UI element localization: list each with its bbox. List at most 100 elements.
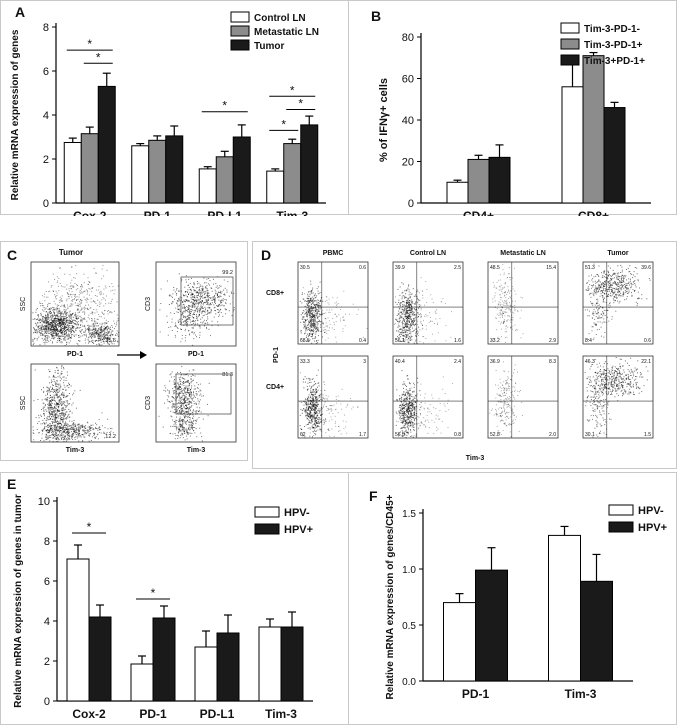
significance-star: * xyxy=(281,117,286,131)
bar xyxy=(581,581,613,681)
panel-c-title: Tumor xyxy=(59,248,83,257)
quadrant-percent: 52.8 xyxy=(490,432,500,438)
column-label: Tumor xyxy=(607,250,629,257)
column-label: PBMC xyxy=(323,250,344,257)
y-tick-label: 80 xyxy=(402,32,414,44)
bar xyxy=(281,627,303,701)
gate-percent: 35.6 xyxy=(105,338,116,344)
legend-label: Tim-3-PD-1+ xyxy=(584,40,643,51)
quadrant-percent: 2.0 xyxy=(549,432,556,438)
y-tick-label: 10 xyxy=(38,496,50,508)
x-tick-label: PD-1 xyxy=(462,687,490,701)
bar xyxy=(444,603,476,681)
bar xyxy=(583,56,604,203)
bar xyxy=(149,140,166,203)
flow-x-label: PD-1 xyxy=(67,351,83,358)
column-label: Metastatic LN xyxy=(500,250,546,257)
y-axis-label: % of IFNγ+ cells xyxy=(378,78,390,162)
bar xyxy=(89,617,111,701)
flow-x-label: PD-1 xyxy=(188,351,204,358)
quadrant-percent: 8.4 xyxy=(585,338,592,344)
x-tick-label: Cox-2 xyxy=(72,707,106,721)
y-axis-label: Relative mRNA expression of genes in tum… xyxy=(13,494,24,708)
y-axis-label: PD-1 xyxy=(273,347,280,363)
legend-label: HPV- xyxy=(638,505,664,517)
flow-plot xyxy=(393,356,463,438)
panel-e-letter: E xyxy=(7,476,16,492)
quadrant-percent: 30.1 xyxy=(585,432,595,438)
panel-c-flow: C Tumor SSCPD-135.6CD3PD-199.2SSCTim-312… xyxy=(1,242,249,462)
quadrant-percent: 68.5 xyxy=(300,338,310,344)
legend-label: Metastatic LN xyxy=(254,27,319,38)
quadrant-percent: 3 xyxy=(363,359,366,365)
bar xyxy=(468,159,489,203)
legend-swatch xyxy=(231,26,249,36)
quadrant-percent: 8.3 xyxy=(549,359,556,365)
quadrant-percent: 39.6 xyxy=(641,265,651,271)
legend-swatch xyxy=(561,39,579,49)
y-tick-label: 0 xyxy=(408,198,414,210)
legend-label: Tumor xyxy=(254,41,284,52)
legend-swatch xyxy=(561,55,579,65)
flow-y-label: CD3 xyxy=(145,297,152,311)
y-tick-label: 20 xyxy=(402,157,414,169)
quadrant-percent: 0.8 xyxy=(454,432,461,438)
quadrant-percent: 51.3 xyxy=(585,265,595,271)
bar xyxy=(217,633,239,701)
y-tick-label: 8 xyxy=(44,536,50,548)
quadrant-percent: 22.1 xyxy=(641,359,651,365)
legend-swatch xyxy=(609,505,633,515)
significance-star: * xyxy=(290,83,295,97)
quadrant-percent: 30.5 xyxy=(300,265,310,271)
x-tick-label: PD-1 xyxy=(139,707,167,721)
flow-y-label: SSC xyxy=(20,297,27,311)
flow-y-label: SSC xyxy=(20,396,27,410)
bar xyxy=(233,137,250,203)
bar xyxy=(562,87,583,203)
quadrant-percent: 40.4 xyxy=(395,359,405,365)
flow-x-label: Tim-3 xyxy=(66,447,85,454)
quadrant-percent: 39.9 xyxy=(395,265,405,271)
panel-d-letter: D xyxy=(261,247,271,263)
y-axis-label: Relative mRNA expression of genes xyxy=(10,29,21,200)
quadrant-percent: 56.1 xyxy=(395,338,405,344)
significance-star: * xyxy=(298,97,303,111)
x-tick-label: Tim-3 xyxy=(565,687,597,701)
legend-swatch xyxy=(231,40,249,50)
y-tick-label: 6 xyxy=(44,576,50,588)
bar xyxy=(301,125,318,203)
y-tick-label: 4 xyxy=(44,616,50,628)
bar xyxy=(447,182,468,203)
y-tick-label: 0.0 xyxy=(402,677,416,688)
flow-x-label: Tim-3 xyxy=(187,447,206,454)
legend-label: HPV+ xyxy=(284,524,313,536)
flow-y-label: CD3 xyxy=(145,396,152,410)
panel-f-letter: F xyxy=(369,488,378,504)
x-tick-label: Cox-2 xyxy=(73,209,107,216)
y-tick-label: 60 xyxy=(402,74,414,86)
quadrant-percent: 0.6 xyxy=(644,338,651,344)
x-tick-label: PD-1 xyxy=(144,209,172,216)
bar xyxy=(604,108,625,203)
bar xyxy=(132,146,149,203)
bar xyxy=(216,157,233,203)
y-tick-label: 6 xyxy=(43,66,49,78)
y-axis-label: Relative mRNA expression of genes/CD45+ xyxy=(385,494,396,699)
x-tick-label: CD4+ xyxy=(463,209,494,216)
bar xyxy=(131,664,153,701)
legend-swatch xyxy=(561,23,579,33)
bar xyxy=(476,570,508,681)
legend-swatch xyxy=(609,522,633,532)
quadrant-percent: 2.4 xyxy=(454,359,461,365)
bar xyxy=(166,136,183,203)
bar xyxy=(489,157,510,203)
significance-star: * xyxy=(222,99,227,113)
flow-plot xyxy=(583,262,653,344)
legend-swatch xyxy=(255,524,279,534)
